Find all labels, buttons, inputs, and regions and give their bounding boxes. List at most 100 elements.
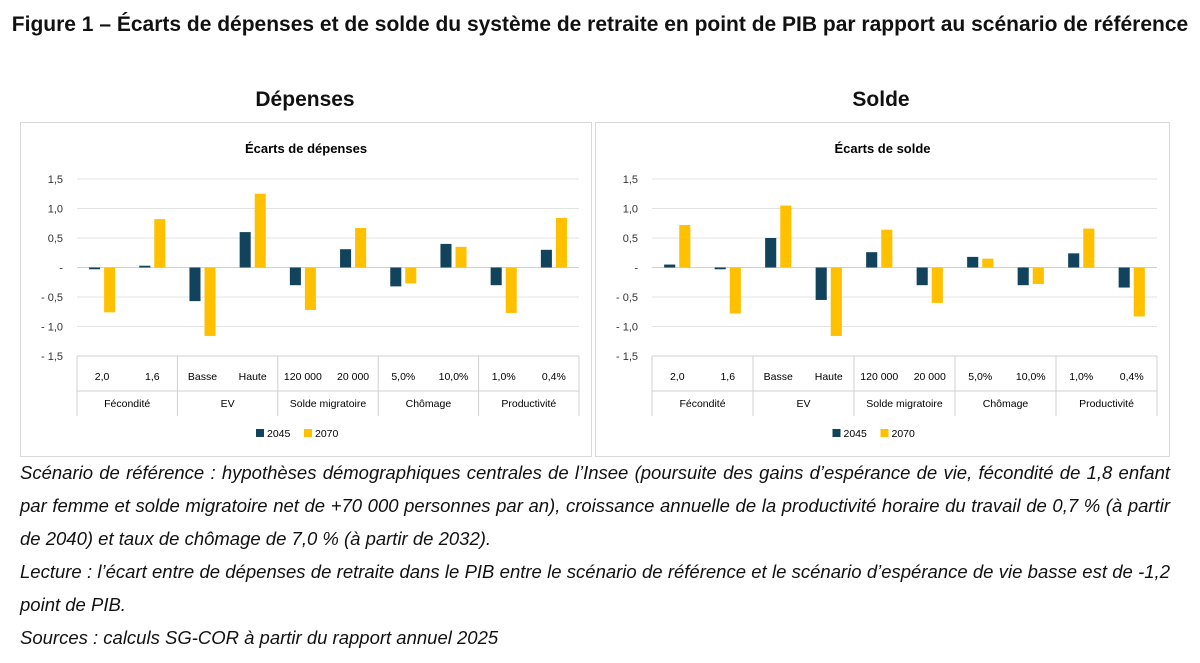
bar-2070 xyxy=(405,267,417,284)
y-tick-label: 1,5 xyxy=(623,174,638,186)
bar-2070 xyxy=(1133,267,1145,317)
bar-2045 xyxy=(440,243,452,268)
bar-2070 xyxy=(679,225,691,268)
group-label: Fécondité xyxy=(104,398,150,410)
y-tick-label: 0,5 xyxy=(623,233,638,245)
bar-2045 xyxy=(289,267,301,286)
group-label: Solde migratoire xyxy=(290,398,367,410)
bar-2070 xyxy=(780,205,792,268)
bar-2045 xyxy=(340,249,352,268)
chart-title: Écarts de dépenses xyxy=(245,141,367,156)
bar-2070 xyxy=(1032,267,1044,285)
bar-2070 xyxy=(555,217,567,268)
bar-2045 xyxy=(139,265,151,268)
bar-2070 xyxy=(154,219,166,268)
y-tick-label: 0,5 xyxy=(48,233,63,245)
y-tick-label: - 1,0 xyxy=(616,322,638,334)
category-label: 10,0% xyxy=(439,371,469,383)
chart-svg: Écarts de solde 1,5 1,0 0,5 - - 0,5 - 1,0 - 1,5… xyxy=(616,141,1158,440)
legend-swatch-2045 xyxy=(256,429,264,437)
group-label: Productivité xyxy=(1079,398,1134,410)
bar-2070 xyxy=(204,267,216,336)
chart-depenses: Écarts de dépenses 1,5 1,0 0,5 - - 0,5 - 1,0 - … xyxy=(20,122,592,457)
group-label: EV xyxy=(221,398,235,410)
category-label: 5,0% xyxy=(968,371,992,383)
category-label: 1,6 xyxy=(720,371,735,383)
bar-2045 xyxy=(967,256,979,268)
bar-2045 xyxy=(390,267,402,287)
y-tick-label: - 1,5 xyxy=(616,351,638,363)
group-label: Productivité xyxy=(501,398,556,410)
y-tick-label: 1,0 xyxy=(623,204,638,216)
group-label: Fécondité xyxy=(679,398,725,410)
bar-2070 xyxy=(355,227,367,268)
figure-title: Figure 1 – Écarts de dépenses et de sold… xyxy=(11,13,1189,36)
category-label: 2,0 xyxy=(670,371,685,383)
bar-2045 xyxy=(765,238,777,268)
category-label: 20 000 xyxy=(337,371,369,383)
category-label: 1,0% xyxy=(1069,371,1093,383)
note-reference: Scénario de référence : hypothèses démog… xyxy=(20,462,1170,549)
category-label: 10,0% xyxy=(1016,371,1046,383)
bar-2070 xyxy=(455,246,467,268)
bar-2045 xyxy=(916,267,928,286)
note-lecture: Lecture : l’écart entre de dépenses de r… xyxy=(20,561,1170,615)
y-tick-label: - xyxy=(59,263,63,275)
category-label: Basse xyxy=(764,371,793,383)
y-tick-label: - 0,5 xyxy=(41,292,63,304)
bar-2070 xyxy=(304,267,316,310)
category-label: 0,4% xyxy=(542,371,566,383)
bar-2045 xyxy=(815,267,827,300)
bar-2070 xyxy=(1083,228,1095,268)
bar-2045 xyxy=(490,267,502,286)
note-sources: Sources : calculs SG-COR à partir du rap… xyxy=(20,627,499,648)
bar-2045 xyxy=(1068,253,1080,268)
group-label: Chômage xyxy=(406,398,452,410)
legend-label: 2070 xyxy=(315,428,339,440)
y-tick-label: - 1,0 xyxy=(41,322,63,334)
group-label: Solde migratoire xyxy=(866,398,943,410)
bar-2045 xyxy=(714,267,726,270)
y-tick-label: - 1,5 xyxy=(41,351,63,363)
category-label: 1,0% xyxy=(492,371,516,383)
category-label: 5,0% xyxy=(391,371,415,383)
chart-title: Écarts de solde xyxy=(834,141,930,156)
group-label: Chômage xyxy=(983,398,1029,410)
bar-2045 xyxy=(1017,267,1029,286)
legend-swatch-2070 xyxy=(304,429,312,437)
bar-2045 xyxy=(664,264,676,268)
bar-2070 xyxy=(729,267,741,314)
legend-swatch-2045 xyxy=(832,429,841,437)
y-tick-label: 1,0 xyxy=(48,204,63,216)
bar-2070 xyxy=(931,267,943,303)
panel-title-depenses: Dépenses xyxy=(255,88,355,111)
category-label: Basse xyxy=(188,371,217,383)
notes: Scénario de référence : hypothèses démog… xyxy=(20,456,1170,654)
bar-2045 xyxy=(540,249,552,268)
category-label: 0,4% xyxy=(1120,371,1144,383)
chart-svg: Écarts de dépenses 1,5 1,0 0,5 - - 0,5 - 1,0 - … xyxy=(41,141,580,440)
legend-swatch-2070 xyxy=(880,429,889,437)
bar-2045 xyxy=(239,232,251,268)
legend-label: 2070 xyxy=(892,428,916,440)
category-label: 120 000 xyxy=(860,371,898,383)
category-label: 20 000 xyxy=(914,371,946,383)
bar-2070 xyxy=(104,267,116,313)
category-label: 2,0 xyxy=(95,371,110,383)
category-label: Haute xyxy=(239,371,267,383)
bar-2045 xyxy=(189,267,201,302)
bar-2070 xyxy=(505,267,517,313)
y-tick-label: - xyxy=(634,263,638,275)
category-label: 1,6 xyxy=(145,371,160,383)
bar-2070 xyxy=(982,258,994,268)
chart-solde: Écarts de solde 1,5 1,0 0,5 - - 0,5 - 1,0 - 1,5… xyxy=(595,122,1170,457)
panel-title-solde: Solde xyxy=(852,88,910,111)
bar-2070 xyxy=(881,229,893,268)
y-tick-label: - 0,5 xyxy=(616,292,638,304)
bar-2045 xyxy=(866,252,878,268)
group-label: EV xyxy=(796,398,810,410)
category-label: Haute xyxy=(815,371,843,383)
legend-label: 2045 xyxy=(844,428,868,440)
bar-2045 xyxy=(89,267,101,270)
bar-2070 xyxy=(830,267,842,336)
